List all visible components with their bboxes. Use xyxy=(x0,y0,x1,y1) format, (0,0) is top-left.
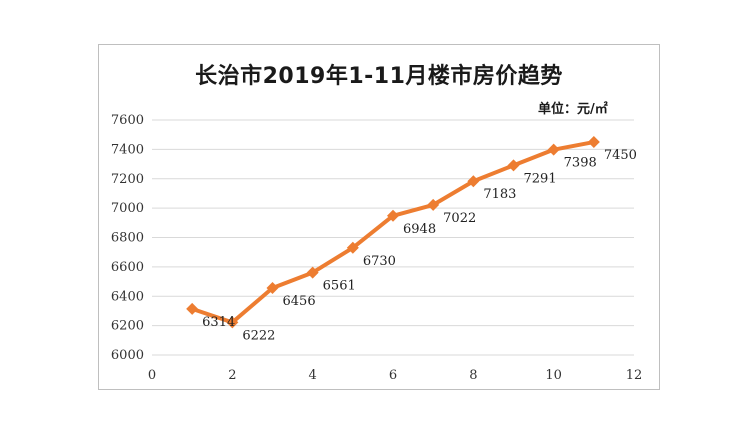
x-tick-label: 0 xyxy=(148,368,156,383)
y-tick-label: 7200 xyxy=(111,172,144,187)
data-label: 6456 xyxy=(283,294,316,309)
y-tick-label: 6600 xyxy=(111,260,144,275)
data-point xyxy=(427,198,440,211)
data-point xyxy=(186,302,199,315)
chart-frame xyxy=(98,44,660,390)
y-tick-label: 6800 xyxy=(111,231,144,246)
data-point xyxy=(387,209,399,222)
x-tick-labels: 0 2 4 6 8 10 12 xyxy=(148,368,642,383)
x-tick-label: 10 xyxy=(545,368,562,383)
data-point xyxy=(587,136,600,149)
y-tick-label: 6200 xyxy=(111,319,144,334)
x-tick-label: 4 xyxy=(309,368,317,383)
x-tick-label: 6 xyxy=(389,368,397,383)
x-tick-label: 12 xyxy=(626,368,643,383)
data-point xyxy=(266,282,279,295)
y-tick-label: 7000 xyxy=(111,201,144,216)
y-tick-label: 6000 xyxy=(111,348,144,363)
y-tick-labels: 6000 6200 6400 6600 6800 7000 7200 7400 7600 xyxy=(111,113,144,363)
data-label: 7022 xyxy=(443,211,476,226)
data-point xyxy=(226,316,239,329)
data-label: 6314 xyxy=(202,315,235,330)
chart-title: 长治市2019年1-11月楼市房价趋势 xyxy=(195,64,563,89)
series-line-path xyxy=(190,140,596,325)
data-point xyxy=(306,266,319,279)
data-label: 6730 xyxy=(363,254,396,269)
x-tick-label: 2 xyxy=(228,368,236,383)
y-tick-label: 7400 xyxy=(111,142,144,157)
data-label: 7291 xyxy=(524,171,557,186)
y-tick-label: 6400 xyxy=(111,289,144,304)
data-point xyxy=(346,241,359,254)
data-label: 7450 xyxy=(604,148,637,163)
x-tick-label: 8 xyxy=(469,368,477,383)
data-label: 6561 xyxy=(323,279,356,294)
data-labels: 6314 6222 6456 6561 6730 6948 7022 7183 7291 7398… xyxy=(202,148,637,343)
data-label: 6948 xyxy=(403,222,436,237)
data-point xyxy=(467,175,480,188)
data-point xyxy=(547,143,560,156)
data-label: 7398 xyxy=(564,156,597,171)
data-points xyxy=(186,136,600,329)
series-line xyxy=(190,140,596,325)
data-label: 6222 xyxy=(242,328,275,343)
data-point xyxy=(507,159,520,172)
y-tick-label: 7600 xyxy=(111,113,144,128)
data-label: 7183 xyxy=(483,187,516,202)
unit-label: 单位：元/㎡ xyxy=(538,102,608,117)
